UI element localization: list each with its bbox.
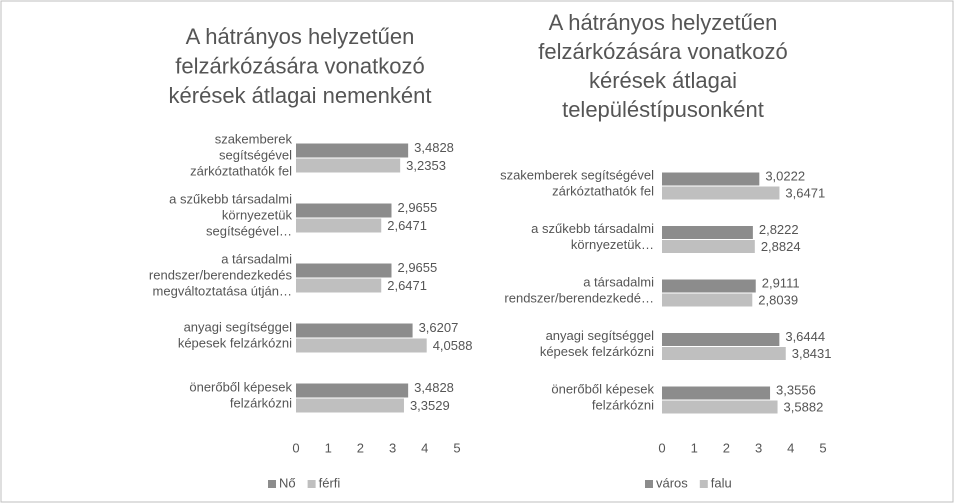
bar xyxy=(296,338,427,353)
category-label: anyagi segítséggel xyxy=(184,319,293,334)
legend-label: férfi xyxy=(319,475,341,490)
data-label: 2,6471 xyxy=(387,218,427,233)
bar xyxy=(296,383,409,398)
x-tick-label: 4 xyxy=(421,440,428,455)
category-label: a szűkebb társadalmi xyxy=(169,191,292,206)
category-label: rendszer/berendezkedé… xyxy=(504,290,654,305)
data-label: 4,0588 xyxy=(433,338,473,353)
category-label: felzárkózni xyxy=(230,395,292,410)
legend-swatch xyxy=(645,480,653,488)
chart-title: kérések átlagai xyxy=(589,68,737,93)
category-label: segítségével… xyxy=(206,223,292,238)
x-tick-label: 5 xyxy=(453,440,460,455)
bar xyxy=(662,226,753,239)
bar xyxy=(296,158,401,173)
category-label: szakemberek xyxy=(215,131,293,146)
x-tick-label: 3 xyxy=(755,440,762,455)
category-label: szakemberek segítségével xyxy=(500,167,654,182)
bar xyxy=(296,143,409,158)
x-tick-label: 0 xyxy=(658,440,665,455)
legend-swatch xyxy=(307,480,316,488)
data-label: 3,6444 xyxy=(785,329,825,344)
bar xyxy=(662,333,780,346)
category-label: képesek felzárkózni xyxy=(178,335,292,350)
category-label: környezetük xyxy=(222,207,293,222)
data-label: 2,9111 xyxy=(762,275,800,290)
category-label: megváltoztatása útján… xyxy=(153,283,292,298)
data-label: 3,3529 xyxy=(410,398,450,413)
category-label: felzárkózni xyxy=(592,397,654,412)
category-label: rendszer/berendezkedés xyxy=(149,267,293,282)
x-tick-label: 3 xyxy=(389,440,396,455)
chart-title: felzárkózására vonatkozó xyxy=(538,39,787,64)
bar xyxy=(296,323,413,338)
data-label: 3,4828 xyxy=(414,140,454,155)
category-label: környezetük… xyxy=(571,237,654,252)
data-label: 3,8431 xyxy=(792,346,832,361)
bar xyxy=(662,186,780,200)
data-label: 3,2353 xyxy=(406,158,446,173)
bar xyxy=(662,386,771,400)
chart-title: kérések átlagai nemenként xyxy=(169,83,432,108)
x-tick-label: 2 xyxy=(357,440,364,455)
x-tick-label: 0 xyxy=(292,440,299,455)
bar xyxy=(296,278,382,293)
bar xyxy=(296,263,392,278)
chart-title: A hátrányos helyzetűen xyxy=(186,24,415,49)
data-label: 2,6471 xyxy=(387,278,427,293)
legend-label: falu xyxy=(711,475,732,490)
bar xyxy=(662,240,755,253)
category-label: zárkóztathatók fel xyxy=(190,163,292,178)
bar xyxy=(662,279,756,293)
data-label: 2,8222 xyxy=(759,222,799,237)
data-label: 3,3556 xyxy=(776,382,816,397)
chart-title: településtípusonként xyxy=(562,97,764,122)
bar xyxy=(662,347,786,360)
x-tick-label: 4 xyxy=(787,440,794,455)
category-label: anyagi segítséggel xyxy=(546,328,655,343)
category-label: a szűkebb társadalmi xyxy=(531,221,654,236)
category-label: képesek felzárkózni xyxy=(540,344,654,359)
chart-title: A hátrányos helyzetűen xyxy=(549,10,778,35)
x-tick-label: 5 xyxy=(819,440,826,455)
bar xyxy=(296,398,404,413)
data-label: 3,4828 xyxy=(414,380,454,395)
bar xyxy=(296,203,392,218)
legend-swatch xyxy=(268,480,276,488)
data-label: 2,9655 xyxy=(397,260,437,275)
data-label: 2,8039 xyxy=(758,292,798,307)
data-label: 2,9655 xyxy=(397,200,437,215)
category-label: zárkóztathatók fel xyxy=(552,183,654,198)
legend-label: város xyxy=(656,475,688,490)
data-label: 3,5882 xyxy=(784,399,824,414)
category-label: önerőből képesek xyxy=(189,379,292,394)
data-label: 3,6471 xyxy=(785,185,825,200)
bar xyxy=(662,400,778,414)
data-label: 2,8824 xyxy=(761,239,801,254)
data-label: 3,0222 xyxy=(765,168,805,183)
x-tick-label: 1 xyxy=(691,440,698,455)
category-label: önerőből képesek xyxy=(551,381,654,396)
x-tick-label: 2 xyxy=(723,440,730,455)
category-label: segítségével xyxy=(219,147,292,162)
bar xyxy=(662,293,753,307)
legend-swatch xyxy=(699,480,708,488)
x-tick-label: 1 xyxy=(325,440,332,455)
category-label: a társadalmi xyxy=(221,251,292,266)
data-label: 3,6207 xyxy=(419,320,459,335)
bar xyxy=(662,172,760,186)
category-label: a társadalmi xyxy=(583,274,654,289)
chart-title: felzárkózására vonatkozó xyxy=(175,53,424,78)
bar xyxy=(296,218,382,233)
legend-label: Nő xyxy=(279,475,296,490)
